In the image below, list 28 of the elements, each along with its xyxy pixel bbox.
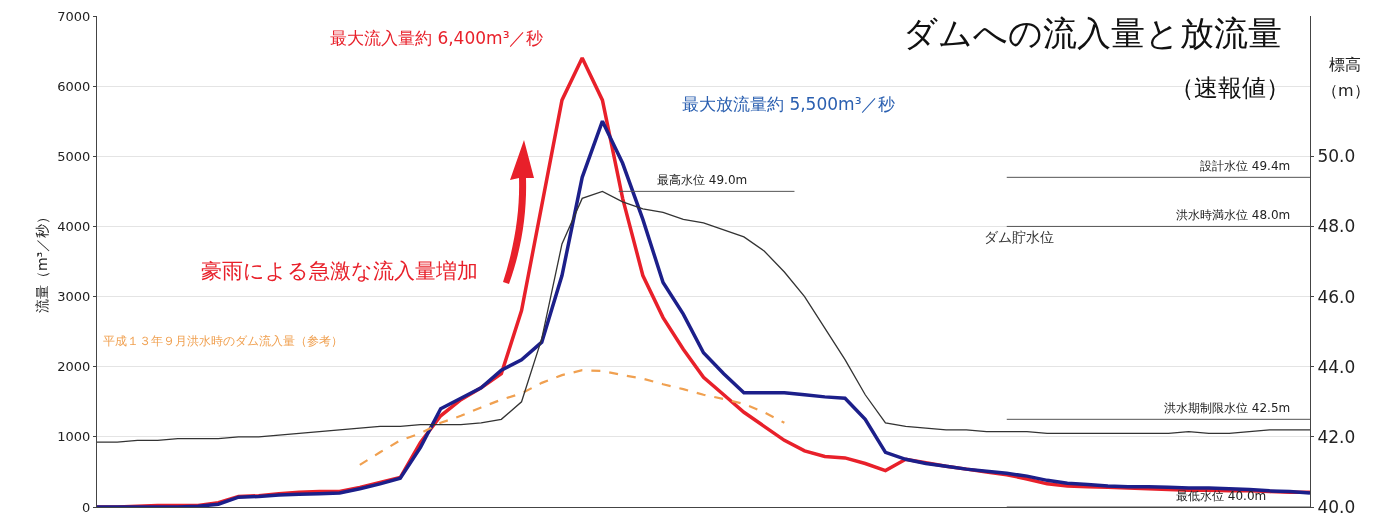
y2-axis-title: 標高（m）	[1322, 54, 1370, 102]
y-tick-label: 2000	[57, 359, 91, 375]
text: （速報値）	[1170, 74, 1290, 102]
y2-tick-label: 46.0	[1317, 286, 1356, 307]
ref-line-label: 洪水期制限水位 42.5m	[1164, 401, 1291, 415]
y2-tick-label: 44.0	[1317, 356, 1356, 377]
annotation: 最大流入量約 6,400m³／秒	[330, 28, 544, 48]
annotation: 最大放流量約 5,500m³／秒	[682, 94, 896, 114]
y-axis-title: 流量（m³／秒）	[33, 209, 50, 314]
ref-line-label: 最高水位 49.0m	[657, 173, 748, 187]
y-tick-label: 1000	[57, 429, 91, 445]
y-tick-label: 7000	[57, 8, 91, 24]
y2-tick-label: 50.0	[1317, 146, 1356, 167]
annotation: 豪雨による急激な流入量増加	[201, 259, 478, 283]
y-tick-label: 0	[82, 499, 91, 515]
ref-line-label: 最低水位 40.0m	[1176, 489, 1267, 503]
y-tick-label: 6000	[57, 78, 91, 94]
y-tick-label: 3000	[57, 289, 91, 305]
text: ダム貯水位	[984, 229, 1054, 245]
ref-line-label: 洪水時満水位 48.0m	[1176, 208, 1291, 222]
y-tick-label: 4000	[57, 218, 91, 234]
y2-tick-label: 40.0	[1317, 496, 1356, 517]
y2-tick-label: 42.0	[1317, 426, 1356, 447]
y2-tick-label: 48.0	[1317, 216, 1356, 237]
y-tick-label: 5000	[57, 148, 91, 164]
ref-line-label: 設計水位 49.4m	[1200, 159, 1291, 173]
chart-title: ダムへの流入量と放流量	[903, 12, 1283, 53]
text: 平成１３年９月洪水時のダム流入量（参考）	[103, 334, 343, 348]
